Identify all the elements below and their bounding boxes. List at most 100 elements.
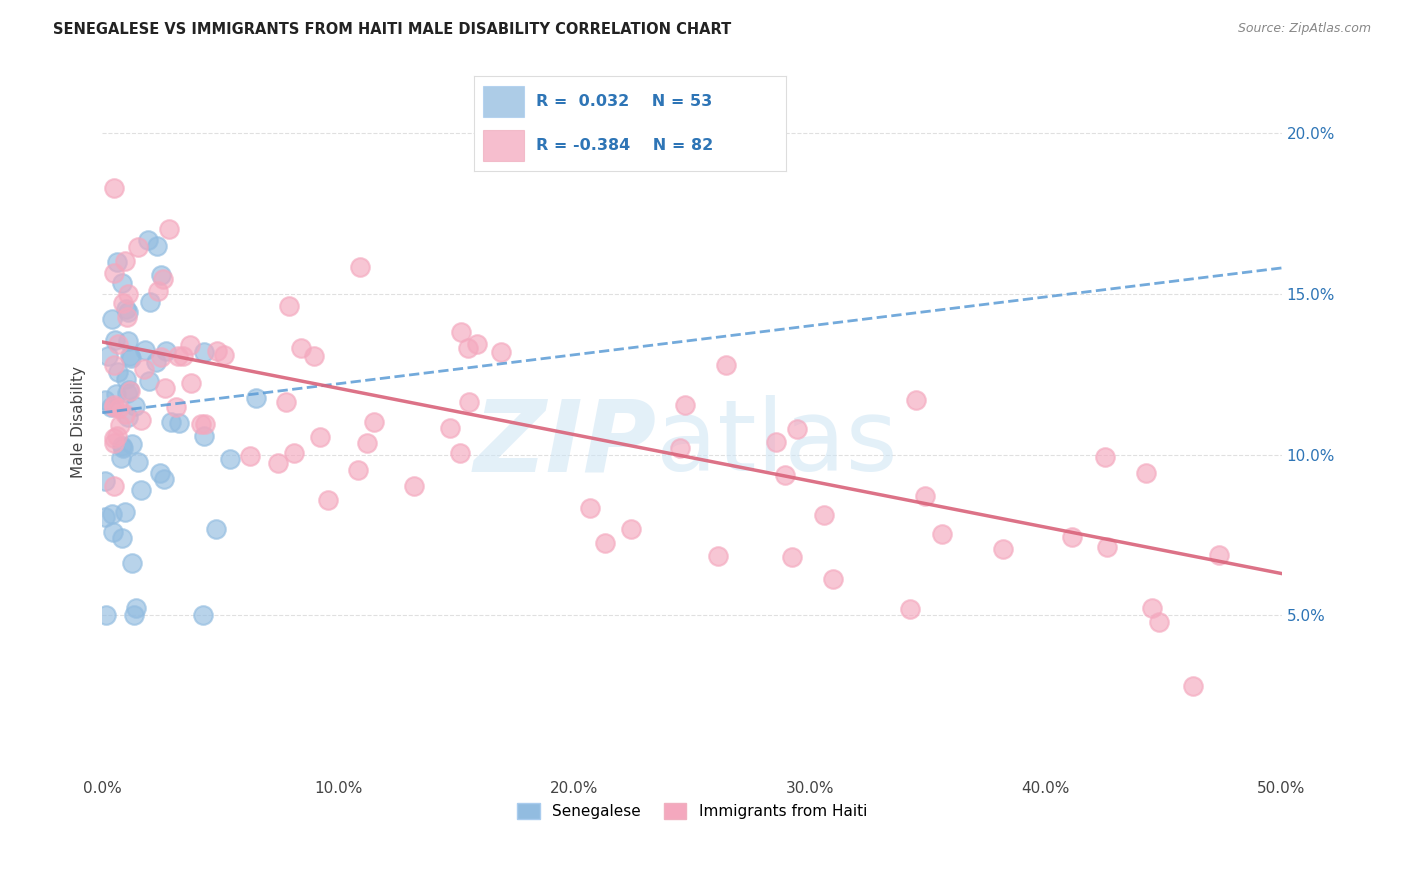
Point [94,475,117,489]
Point [458,395,481,409]
Point [129,413,152,427]
Point [1060,530,1083,544]
Point [620,522,643,536]
Point [1094,450,1116,464]
Point [150,268,173,282]
Point [786,422,808,436]
Point [103,181,125,195]
Point [457,341,479,355]
Point [214,348,236,362]
Point [117,409,139,424]
Point [115,386,138,401]
Point [134,343,156,357]
Legend: Senegalese, Immigrants from Haiti: Senegalese, Immigrants from Haiti [510,797,873,825]
Point [169,416,191,430]
Point [124,399,146,413]
Point [290,341,312,355]
Point [347,463,370,477]
Point [238,449,260,463]
Point [152,272,174,286]
Point [111,442,134,456]
Point [117,334,139,348]
Point [993,541,1015,556]
Point [673,398,696,412]
Point [103,436,125,450]
Point [179,338,201,352]
Point [194,417,217,431]
Point [318,493,340,508]
Point [402,479,425,493]
Point [129,483,152,497]
Point [127,240,149,254]
Point [125,601,148,615]
Text: Source: ZipAtlas.com: Source: ZipAtlas.com [1237,22,1371,36]
Point [356,436,378,450]
Point [121,437,143,451]
Point [1140,601,1163,615]
Point [103,431,125,445]
Point [114,301,136,316]
Point [134,361,156,376]
Point [780,550,803,565]
Point [103,399,125,413]
Point [146,239,169,253]
Point [773,467,796,482]
Point [716,358,738,372]
Point [363,415,385,429]
Point [114,371,136,385]
Point [103,524,125,539]
Point [105,428,128,442]
Point [449,446,471,460]
Point [155,381,177,395]
Point [93,509,115,524]
Point [122,608,145,623]
Point [706,549,728,563]
Point [205,344,228,359]
Point [103,478,125,492]
Point [309,430,332,444]
Point [1149,615,1171,629]
Point [117,310,139,325]
Point [94,608,117,623]
Point [465,336,488,351]
Point [111,440,134,454]
Point [439,421,461,435]
Point [190,417,212,431]
Point [114,407,136,421]
Point [765,434,787,449]
Point [283,446,305,460]
Point [114,254,136,268]
Point [813,508,835,522]
Point [157,221,180,235]
Point [103,266,125,280]
Point [104,333,127,347]
Point [193,344,215,359]
Point [898,602,921,616]
Point [904,393,927,408]
Point [108,418,131,433]
Y-axis label: Male Disability: Male Disability [72,367,86,478]
Point [669,441,692,455]
Point [118,349,141,363]
Point [274,394,297,409]
Point [149,351,172,365]
Point [180,376,202,391]
Point [193,428,215,442]
Point [117,287,139,301]
Point [1135,466,1157,480]
Point [450,325,472,339]
Point [165,400,187,414]
Point [145,355,167,369]
Point [94,392,117,407]
Point [1097,540,1119,554]
Point [111,531,134,545]
Point [97,349,120,363]
Point [160,415,183,429]
Text: ZIP: ZIP [474,395,657,492]
Text: atlas: atlas [657,395,898,492]
Point [172,349,194,363]
Point [146,284,169,298]
Point [101,508,124,522]
Point [136,233,159,247]
Point [304,349,326,363]
